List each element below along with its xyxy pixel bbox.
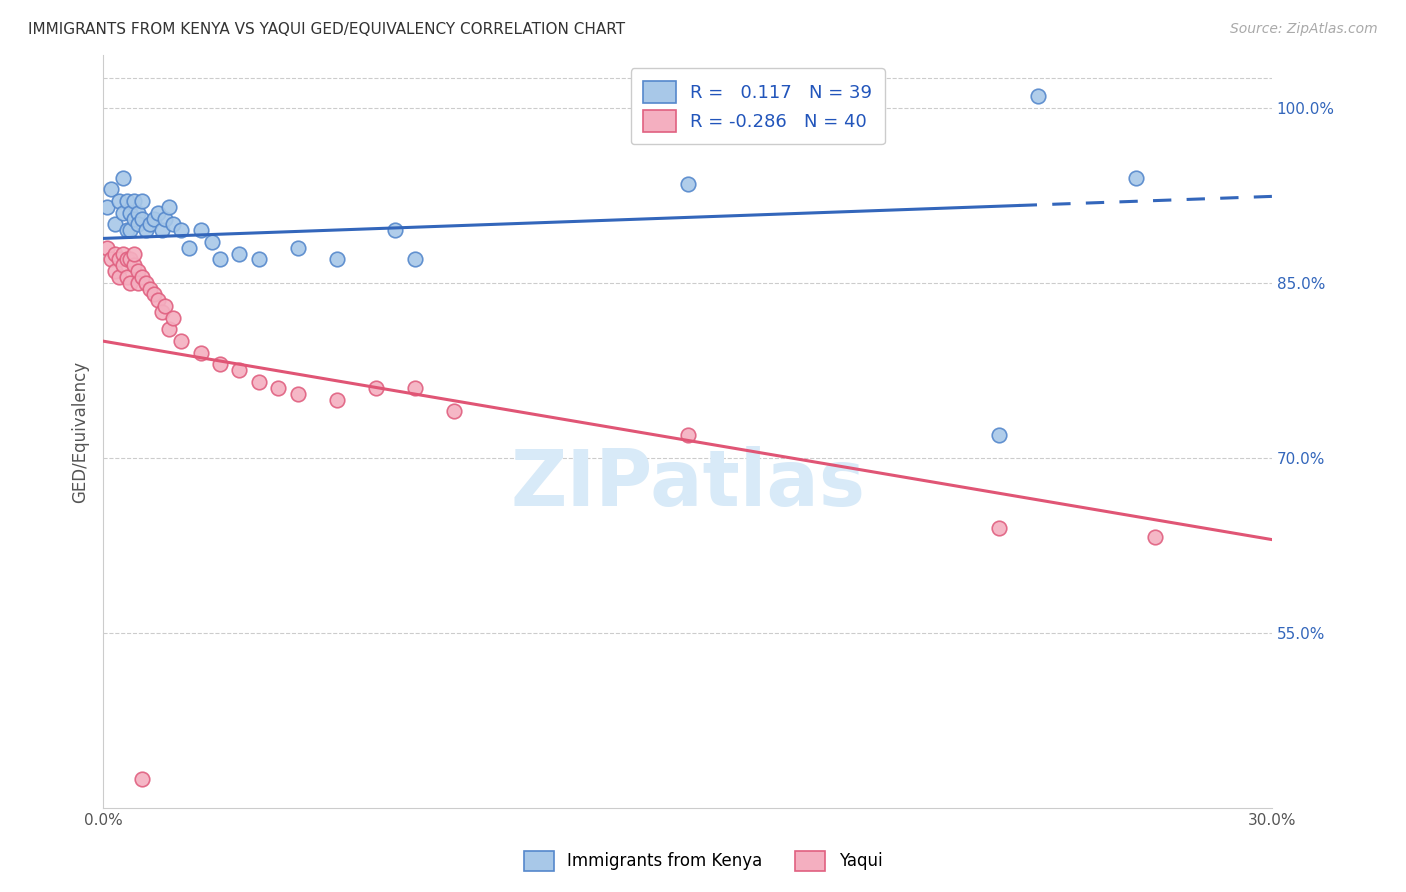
Text: Source: ZipAtlas.com: Source: ZipAtlas.com	[1230, 22, 1378, 37]
Point	[120, 276, 142, 290]
Point	[1143, 530, 1166, 544]
Point	[124, 194, 146, 208]
Point	[267, 381, 290, 395]
Point	[1026, 89, 1049, 103]
Point	[150, 223, 173, 237]
Point	[120, 205, 142, 219]
Point	[190, 223, 212, 237]
Point	[157, 200, 180, 214]
Point	[135, 276, 157, 290]
Point	[155, 211, 177, 226]
Point	[287, 386, 309, 401]
Point	[443, 404, 465, 418]
Point	[127, 276, 149, 290]
Point	[190, 346, 212, 360]
Point	[131, 269, 153, 284]
Point	[287, 241, 309, 255]
Point	[131, 772, 153, 786]
Point	[201, 235, 224, 249]
Point	[146, 293, 169, 308]
Legend: Immigrants from Kenya, Yaqui: Immigrants from Kenya, Yaqui	[515, 842, 891, 880]
Point	[384, 223, 406, 237]
Text: ZIPatlas: ZIPatlas	[510, 446, 865, 523]
Point	[124, 258, 146, 272]
Point	[107, 252, 129, 267]
Point	[139, 218, 162, 232]
Point	[96, 200, 118, 214]
Point	[115, 252, 138, 267]
Y-axis label: GED/Equivalency: GED/Equivalency	[72, 360, 89, 503]
Point	[131, 211, 153, 226]
Point	[139, 282, 162, 296]
Point	[170, 223, 193, 237]
Point	[146, 205, 169, 219]
Point	[135, 223, 157, 237]
Point	[170, 334, 193, 348]
Point	[364, 381, 387, 395]
Point	[107, 269, 129, 284]
Point	[247, 375, 270, 389]
Point	[115, 194, 138, 208]
Point	[127, 218, 149, 232]
Point	[1125, 170, 1147, 185]
Point	[127, 205, 149, 219]
Point	[142, 287, 165, 301]
Point	[404, 381, 426, 395]
Point	[988, 521, 1011, 535]
Point	[124, 246, 146, 260]
Point	[228, 363, 250, 377]
Point	[107, 194, 129, 208]
Point	[208, 252, 231, 267]
Point	[157, 322, 180, 336]
Point	[162, 310, 184, 325]
Point	[104, 218, 127, 232]
Point	[104, 264, 127, 278]
Point	[676, 427, 699, 442]
Point	[208, 358, 231, 372]
Point	[111, 258, 134, 272]
Point	[100, 252, 122, 267]
Point	[115, 223, 138, 237]
Point	[120, 223, 142, 237]
Legend: R =   0.117   N = 39, R = -0.286   N = 40: R = 0.117 N = 39, R = -0.286 N = 40	[630, 68, 884, 145]
Point	[988, 427, 1011, 442]
Point	[150, 305, 173, 319]
Point	[162, 218, 184, 232]
Text: IMMIGRANTS FROM KENYA VS YAQUI GED/EQUIVALENCY CORRELATION CHART: IMMIGRANTS FROM KENYA VS YAQUI GED/EQUIV…	[28, 22, 626, 37]
Point	[111, 205, 134, 219]
Point	[124, 211, 146, 226]
Point	[155, 299, 177, 313]
Point	[100, 182, 122, 196]
Point	[177, 241, 200, 255]
Point	[96, 241, 118, 255]
Point	[127, 264, 149, 278]
Point	[111, 170, 134, 185]
Point	[326, 252, 349, 267]
Point	[676, 177, 699, 191]
Point	[115, 269, 138, 284]
Point	[326, 392, 349, 407]
Point	[142, 211, 165, 226]
Point	[404, 252, 426, 267]
Point	[104, 246, 127, 260]
Point	[120, 252, 142, 267]
Point	[111, 246, 134, 260]
Point	[247, 252, 270, 267]
Point	[228, 246, 250, 260]
Point	[131, 194, 153, 208]
